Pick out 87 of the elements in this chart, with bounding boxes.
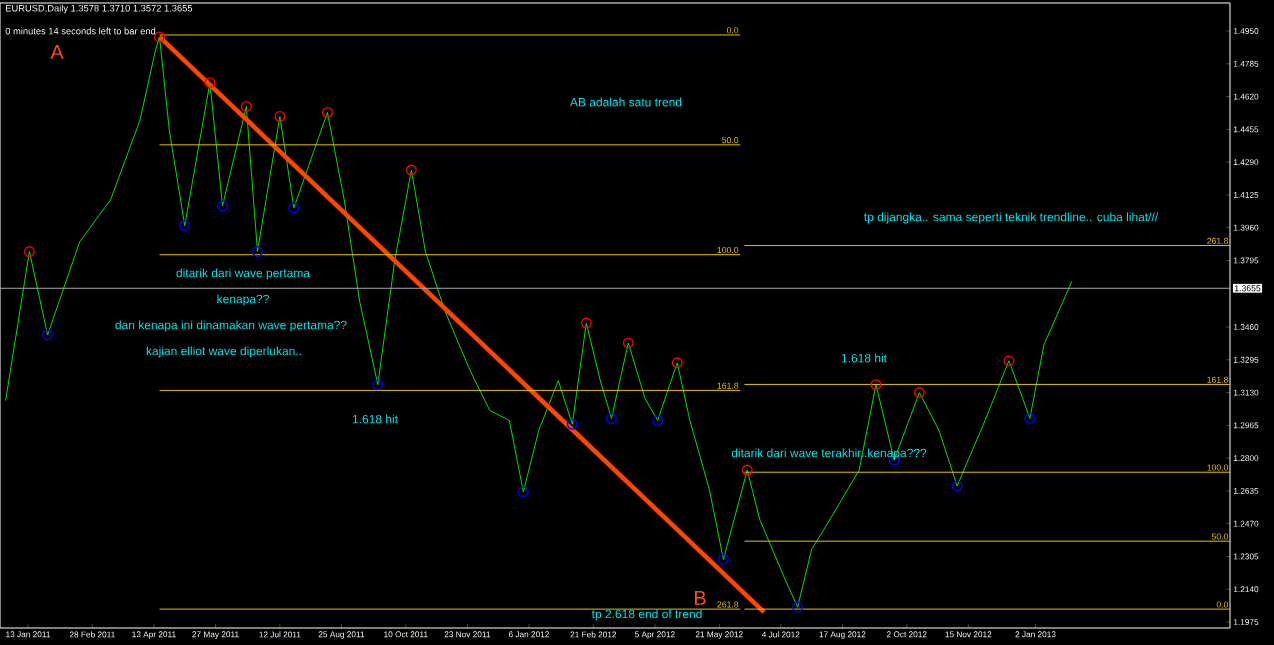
series-label: 261.8 [1207, 237, 1229, 244]
point [671, 357, 683, 369]
x-tick-label: 2 Oct 2012 [886, 631, 927, 638]
point [741, 464, 753, 476]
annotation: B [694, 591, 706, 605]
x-tick-label: 12 Jul 2011 [259, 631, 301, 638]
y-tick-label: 1.4950 [1234, 28, 1259, 34]
point [274, 110, 286, 122]
point [240, 101, 252, 112]
y-tick-label: 1.1975 [1234, 619, 1259, 625]
series-label: 100.0 [717, 246, 739, 254]
x-tick-label: 5 Apr 2012 [635, 631, 675, 639]
point [517, 486, 529, 498]
y-tick-label: 1.4125 [1234, 191, 1259, 198]
series-label: 50.0 [722, 137, 739, 144]
x-tick-label: 21 Feb 2012 [570, 631, 617, 638]
point [252, 246, 263, 257]
y-tick-label: 1.3460 [1234, 324, 1259, 330]
point [321, 106, 333, 118]
point [566, 418, 578, 430]
y-tick-label: 1.2635 [1234, 487, 1259, 494]
x-tick-label: 10 Oct 2011 [384, 631, 428, 638]
annotation: dan kenapa ini dinamakan wave pertama?? [115, 320, 347, 332]
point [1024, 412, 1036, 424]
x-tick-label: 2 Jan 2013 [1015, 631, 1056, 638]
point [717, 553, 729, 565]
annotation: AB adalah satu trend [569, 97, 682, 107]
point [42, 329, 54, 341]
annotation: 0 minutes 14 seconds left to bar end [5, 27, 156, 35]
point [154, 31, 165, 43]
point [580, 317, 592, 329]
point [405, 164, 417, 176]
y-tick-label: 1.4290 [1234, 159, 1259, 166]
y-tick-label: 1.4455 [1234, 126, 1259, 133]
point [23, 246, 35, 257]
annotation: kenapa?? [217, 294, 269, 306]
x-tick-label: 4 Jul 2012 [761, 631, 800, 638]
ref-line-label: 1.3655 [1234, 285, 1261, 292]
x-tick-label: 17 Aug 2012 [819, 631, 866, 639]
point [204, 77, 216, 89]
point [606, 412, 617, 424]
annotation: A [50, 45, 64, 59]
x-tick-label: 13 Apr 2011 [132, 631, 176, 639]
y-tick-label: 1.2800 [1234, 455, 1259, 462]
y-tick-label: 1.3295 [1234, 356, 1259, 363]
y-tick-label: 1.3795 [1234, 257, 1259, 264]
point [652, 414, 664, 426]
point [870, 379, 882, 391]
point [372, 379, 384, 391]
y-tick-label: 1.2965 [1234, 422, 1259, 429]
series-label: 0.0 [726, 27, 739, 34]
y-tick-label: 1.3960 [1234, 224, 1259, 231]
x-tick-label: 13 Jan 2011 [6, 631, 51, 638]
x-tick-label: 21 May 2012 [695, 631, 743, 639]
x-tick-label: 25 Aug 2011 [318, 631, 365, 639]
series-label: 50.0 [1211, 533, 1229, 540]
series-label: 0.0 [1216, 601, 1229, 608]
point [951, 480, 963, 492]
series-label: 161.8 [1207, 376, 1229, 383]
point [217, 200, 228, 212]
annotation: 1.618 hit [352, 414, 398, 424]
point [179, 220, 191, 232]
x-tick-label: 28 Feb 2011 [69, 631, 115, 638]
x-tick-label: 27 May 2011 [192, 631, 239, 639]
y-tick-label: 1.3130 [1234, 389, 1259, 396]
annotation: tp 2.618 end of trend [591, 609, 702, 621]
series-label: 261.8 [717, 601, 739, 608]
annotation: kajian elliot wave diperlukan.. [146, 346, 301, 358]
point [792, 601, 804, 613]
annotation: 1.618 hit [841, 353, 887, 363]
point [1003, 355, 1015, 367]
x-tick-label: 15 Nov 2012 [945, 631, 992, 638]
y-tick-label: 1.2305 [1234, 553, 1259, 560]
annotation: ditarik dari wave pertama [176, 268, 311, 280]
point [288, 202, 300, 214]
point [622, 337, 634, 349]
point [913, 387, 925, 399]
y-tick-label: 1.2470 [1234, 520, 1259, 527]
y-tick-label: 1.4785 [1234, 60, 1259, 67]
series-label: 161.8 [717, 382, 739, 389]
series-label: 100.0 [1207, 464, 1229, 471]
chart-title: EURUSD,Daily 1.3578 1.3710 1.3572 1.3655 [6, 4, 193, 14]
y-tick-label: 1.4620 [1234, 93, 1259, 100]
annotation: tp dijangka.. sama seperti teknik trendline.. cuba lihat/// [864, 212, 1159, 224]
x-tick-label: 23 Nov 2011 [444, 631, 491, 638]
x-tick-label: 6 Jan 2012 [508, 631, 549, 638]
y-tick-label: 1.2140 [1234, 586, 1259, 593]
